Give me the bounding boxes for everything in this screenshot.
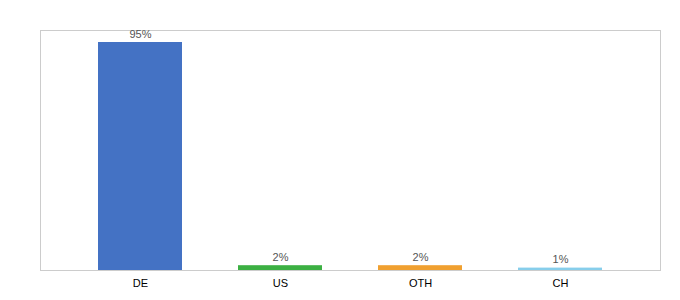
svg-text:US: US bbox=[273, 277, 288, 289]
svg-text:1%: 1% bbox=[553, 253, 569, 265]
svg-text:2%: 2% bbox=[273, 251, 289, 263]
svg-text:95%: 95% bbox=[129, 28, 151, 40]
svg-text:OTH: OTH bbox=[409, 277, 432, 289]
svg-text:CH: CH bbox=[553, 277, 569, 289]
svg-text:2%: 2% bbox=[413, 251, 429, 263]
svg-text:DE: DE bbox=[133, 277, 148, 289]
